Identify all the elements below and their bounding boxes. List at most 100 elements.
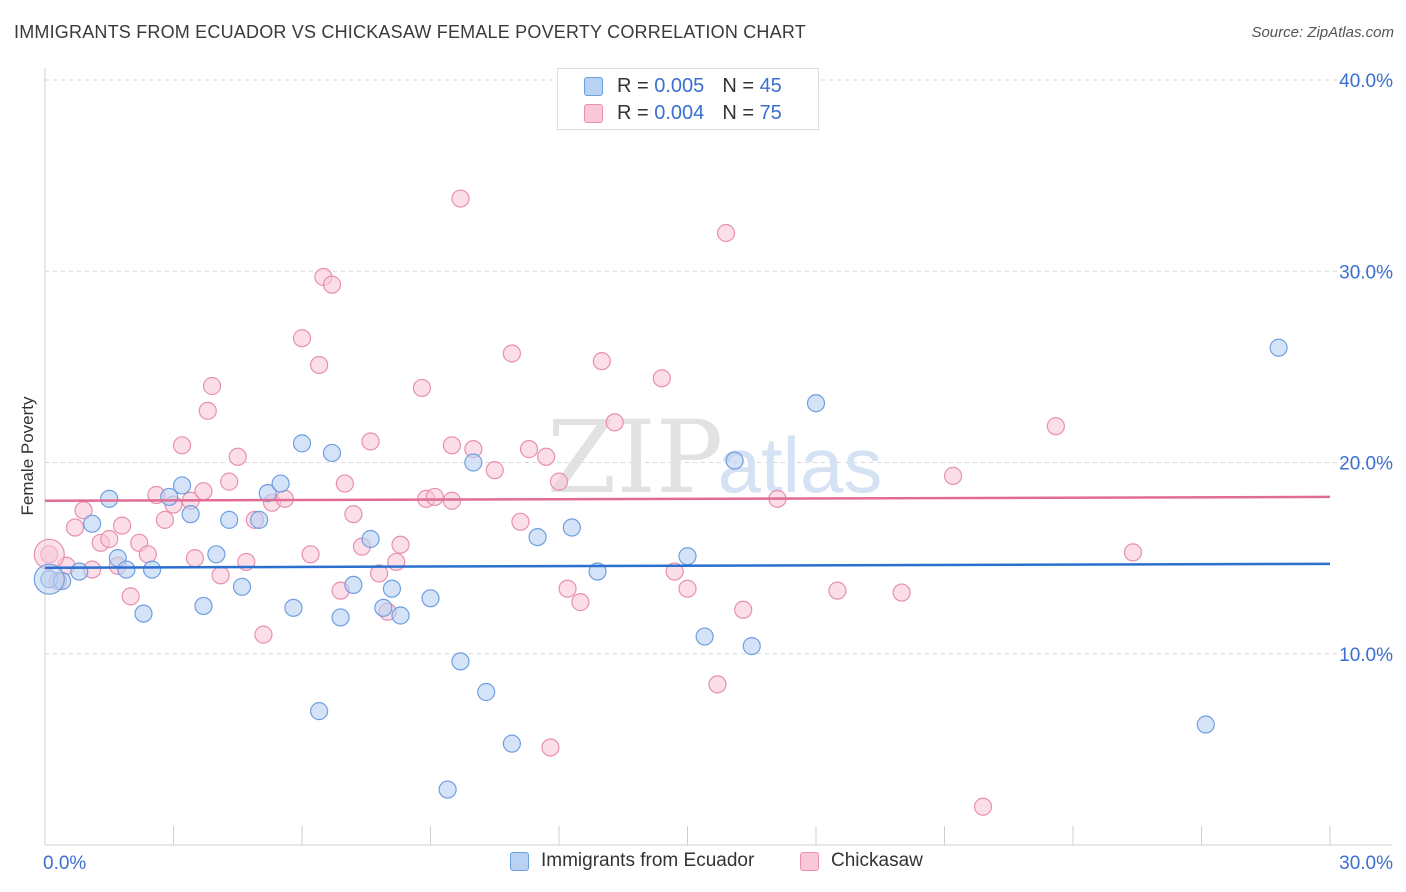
chickasaw-point (678, 579, 697, 598)
chickasaw-trend-line (44, 495, 1331, 502)
ecuador-point (310, 702, 329, 721)
chickasaw-point (943, 466, 963, 485)
tick-labels: 10.0% 20.0% 30.0% 40.0% 0.0% 30.0% (43, 71, 1393, 874)
chickasaw-point (549, 472, 569, 491)
legend-swatch-pink (584, 103, 603, 123)
chickasaw-point (361, 432, 380, 451)
ecuador-point (142, 560, 162, 579)
chickasaw-point (519, 440, 539, 459)
chickasaw-point (605, 413, 624, 432)
trend-lines (44, 495, 1331, 569)
ecuador-point (250, 510, 269, 529)
chickasaw-point (502, 344, 521, 363)
watermark-atlas: atlas (718, 421, 883, 509)
chickasaw-point (442, 436, 462, 455)
chickasaw-point (172, 436, 192, 455)
chickasaw-point (121, 587, 140, 606)
x-tick-label: 30.0% (1339, 853, 1393, 874)
chickasaw-point (65, 518, 85, 537)
legend-n-value: 45 (759, 74, 782, 97)
legend-row-chickasaw: R = 0.004 N = 75 (584, 100, 782, 126)
chickasaw-point (571, 593, 590, 612)
ecuador-point (502, 734, 521, 753)
ecuador-point (382, 579, 402, 598)
ecuador-point (284, 598, 303, 617)
chickasaw-point (310, 355, 329, 375)
chickasaw-point (198, 401, 217, 420)
ecuador-trend-line (44, 562, 1331, 569)
y-tick-label: 40.0% (1339, 71, 1393, 92)
legend-n-value: 75 (759, 101, 782, 124)
chickasaw-point (112, 516, 132, 535)
series-legend: Immigrants from Ecuador Chickasaw (0, 850, 1406, 878)
chickasaw-point (344, 505, 363, 524)
ecuador-point (33, 563, 65, 595)
ecuador-point (194, 596, 213, 616)
ecuador-point (322, 443, 342, 463)
legend-r-value: 0.004 (654, 101, 705, 124)
legend-r-value: 0.005 (654, 74, 705, 97)
legend-n-label: N = (722, 101, 754, 124)
chickasaw-point (892, 583, 911, 602)
ecuador-point (391, 606, 410, 625)
ecuador-point (134, 604, 153, 623)
chickasaw-point (211, 566, 230, 585)
ecuador-point (742, 636, 761, 656)
y-tick-label: 20.0% (1339, 454, 1393, 475)
legend-label-chickasaw: Chickasaw (831, 850, 923, 871)
chickasaw-points (33, 189, 1143, 816)
ecuador-point (207, 545, 226, 564)
legend-item-ecuador: Immigrants from Ecuador (510, 850, 754, 872)
chickasaw-point (155, 510, 175, 529)
ecuador-point (464, 453, 483, 472)
ecuador-point (678, 547, 697, 566)
chickasaw-point (451, 189, 470, 208)
chickasaw-point (185, 549, 205, 568)
ecuador-point (695, 627, 714, 646)
ecuador-point (271, 474, 290, 493)
legend-swatch-blue (510, 851, 529, 871)
chickasaw-point (220, 472, 239, 491)
chickasaw-point (558, 579, 577, 598)
chickasaw-point (370, 564, 389, 583)
chickasaw-point (734, 600, 753, 619)
chickasaw-point (716, 223, 736, 243)
chickasaw-point (541, 738, 560, 757)
x-tick-label: 0.0% (43, 853, 86, 874)
ecuador-point (806, 394, 826, 413)
y-tick-label: 10.0% (1339, 645, 1393, 666)
chickasaw-point (973, 797, 993, 816)
y-axis-label: Female Poverty (18, 396, 37, 516)
ecuador-point (232, 577, 252, 596)
ecuador-point (292, 434, 312, 453)
ecuador-point (361, 529, 380, 549)
ecuador-point (181, 505, 200, 524)
ecuador-point (451, 652, 470, 671)
chickasaw-point (652, 369, 671, 388)
chickasaw-point (1123, 543, 1143, 562)
ecuador-point (70, 562, 89, 581)
chart-title: IMMIGRANTS FROM ECUADOR VS CHICKASAW FEM… (14, 22, 806, 42)
ecuador-point (1269, 338, 1288, 357)
watermark-zip: ZIP (547, 399, 723, 516)
ecuador-point (477, 682, 496, 702)
ecuador-points (33, 338, 1288, 799)
y-tick-label: 30.0% (1339, 262, 1393, 283)
legend-r-label: R = (617, 101, 649, 124)
chickasaw-point (322, 275, 342, 294)
chickasaw-point (194, 482, 213, 501)
chickasaw-point (301, 545, 320, 564)
ecuador-point (83, 514, 102, 533)
correlation-legend: R = 0.005 N = 45 R = 0.004 N = 75 (557, 68, 819, 130)
ecuador-point (331, 608, 350, 627)
ecuador-point (220, 510, 239, 529)
legend-label-ecuador: Immigrants from Ecuador (541, 850, 755, 871)
chickasaw-point (335, 474, 354, 493)
ecuador-point (528, 527, 547, 547)
chickasaw-point (537, 447, 556, 466)
legend-row-ecuador: R = 0.005 N = 45 (584, 73, 782, 99)
chickasaw-point (228, 447, 247, 466)
ecuador-point (1196, 715, 1215, 734)
